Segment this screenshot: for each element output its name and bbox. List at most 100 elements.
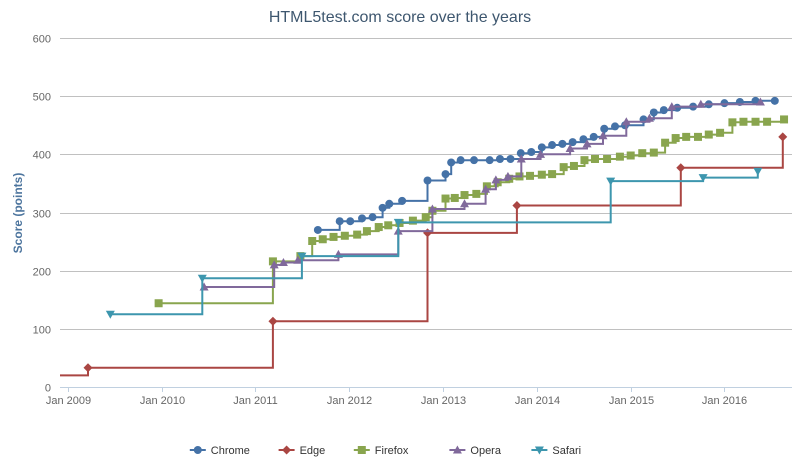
x-tick-label: Jan 2016 (702, 395, 747, 407)
legend: Chrome Edge Firefox Opera Safari (189, 445, 581, 457)
data-point-firefox (780, 115, 789, 124)
chart-title: HTML5test.com score over the years (269, 9, 531, 26)
data-point-safari (753, 167, 763, 176)
series-line-edge (60, 136, 784, 377)
data-point-firefox (661, 138, 670, 147)
data-point-edge (268, 316, 278, 326)
x-tick-label: Jan 2009 (46, 395, 91, 407)
x-tick-label: Jan 2014 (515, 395, 560, 407)
data-point-chrome (568, 138, 577, 147)
legend-marker-firefox (357, 446, 366, 454)
data-point-chrome (720, 99, 729, 108)
data-point-edge (778, 132, 788, 142)
data-point-firefox (569, 161, 578, 170)
data-point-opera (460, 199, 470, 208)
data-point-edge (83, 363, 93, 373)
data-point-opera (481, 184, 491, 193)
data-point-opera (293, 255, 303, 264)
data-point-firefox (548, 170, 557, 179)
data-point-firefox (693, 132, 702, 141)
legend-item-firefox[interactable]: Firefox (353, 445, 409, 457)
data-point-opera (503, 171, 513, 180)
data-point-chrome (335, 217, 344, 226)
data-point-safari (197, 274, 207, 283)
y-axis-ticks: 0 100 200 300 400 500 600 (33, 34, 51, 395)
y-axis-label: Score (points) (11, 173, 25, 254)
data-point-chrome (558, 139, 567, 148)
data-point-firefox (739, 117, 748, 126)
data-point-chrome (527, 148, 536, 157)
data-point-firefox (603, 154, 612, 163)
y-tick-label: 400 (33, 150, 51, 162)
data-point-chrome (456, 156, 465, 165)
data-point-firefox (374, 223, 383, 232)
data-point-firefox (154, 299, 163, 308)
legend-label-safari: Safari (552, 445, 581, 457)
data-point-chrome (649, 108, 658, 117)
x-tick-label: Jan 2010 (140, 395, 185, 407)
data-point-firefox (353, 230, 362, 239)
data-point-chrome (659, 106, 668, 115)
data-point-chrome (548, 141, 557, 150)
x-tick-label: Jan 2012 (327, 395, 372, 407)
data-point-firefox (716, 128, 725, 137)
data-point-firefox (537, 170, 546, 179)
data-point-opera (598, 131, 608, 140)
legend-item-opera[interactable]: Opera (449, 445, 502, 457)
x-tick-label: Jan 2015 (609, 395, 654, 407)
data-point-opera (536, 149, 546, 158)
series-edge (60, 132, 788, 377)
data-point-firefox (526, 171, 535, 180)
data-point-firefox (559, 163, 568, 172)
data-point-firefox (318, 235, 327, 244)
data-point-firefox (460, 191, 469, 200)
data-point-chrome (398, 196, 407, 205)
data-point-firefox (482, 182, 491, 191)
data-point-chrome (423, 176, 432, 185)
series-layer (60, 96, 789, 377)
data-point-opera (755, 97, 765, 106)
data-point-firefox (268, 257, 277, 266)
series-line-chrome (317, 99, 775, 231)
y-tick-label: 200 (33, 267, 51, 279)
x-axis: Jan 2009 Jan 2010 Jan 2011 Jan 2012 Jan 2013… (46, 387, 792, 407)
data-point-chrome (485, 156, 494, 165)
data-point-firefox (472, 189, 481, 198)
data-point-firefox (704, 130, 713, 139)
data-point-safari (105, 310, 115, 319)
data-point-opera (621, 117, 631, 126)
data-point-opera (582, 139, 592, 148)
data-point-chrome (447, 158, 456, 167)
data-point-opera (516, 154, 526, 163)
legend-item-chrome[interactable]: Chrome (189, 445, 250, 457)
y-tick-label: 100 (33, 325, 51, 337)
data-point-edge (423, 228, 433, 238)
data-point-firefox (340, 231, 349, 240)
data-point-firefox (441, 194, 450, 203)
data-point-chrome (600, 124, 609, 133)
legend-item-edge[interactable]: Edge (278, 445, 326, 457)
legend-label-opera: Opera (470, 445, 501, 457)
data-point-firefox (626, 151, 635, 160)
data-point-chrome (385, 199, 394, 208)
data-point-chrome (506, 154, 515, 163)
series-line-firefox (158, 119, 785, 305)
legend-marker-safari (534, 446, 544, 455)
data-point-safari (606, 177, 616, 186)
data-point-chrome (358, 214, 367, 223)
legend-marker-edge (282, 445, 292, 455)
data-point-firefox (649, 148, 658, 157)
data-point-chrome (368, 213, 377, 222)
data-point-opera (278, 258, 288, 267)
data-point-chrome (770, 96, 779, 105)
y-tick-label: 0 (45, 383, 51, 395)
data-point-firefox (682, 132, 691, 141)
y-tick-label: 600 (33, 34, 51, 46)
data-point-firefox (638, 149, 647, 158)
data-point-firefox (384, 221, 393, 230)
data-point-chrome (313, 225, 322, 234)
legend-item-safari[interactable]: Safari (531, 445, 581, 457)
data-point-chrome (611, 122, 620, 131)
